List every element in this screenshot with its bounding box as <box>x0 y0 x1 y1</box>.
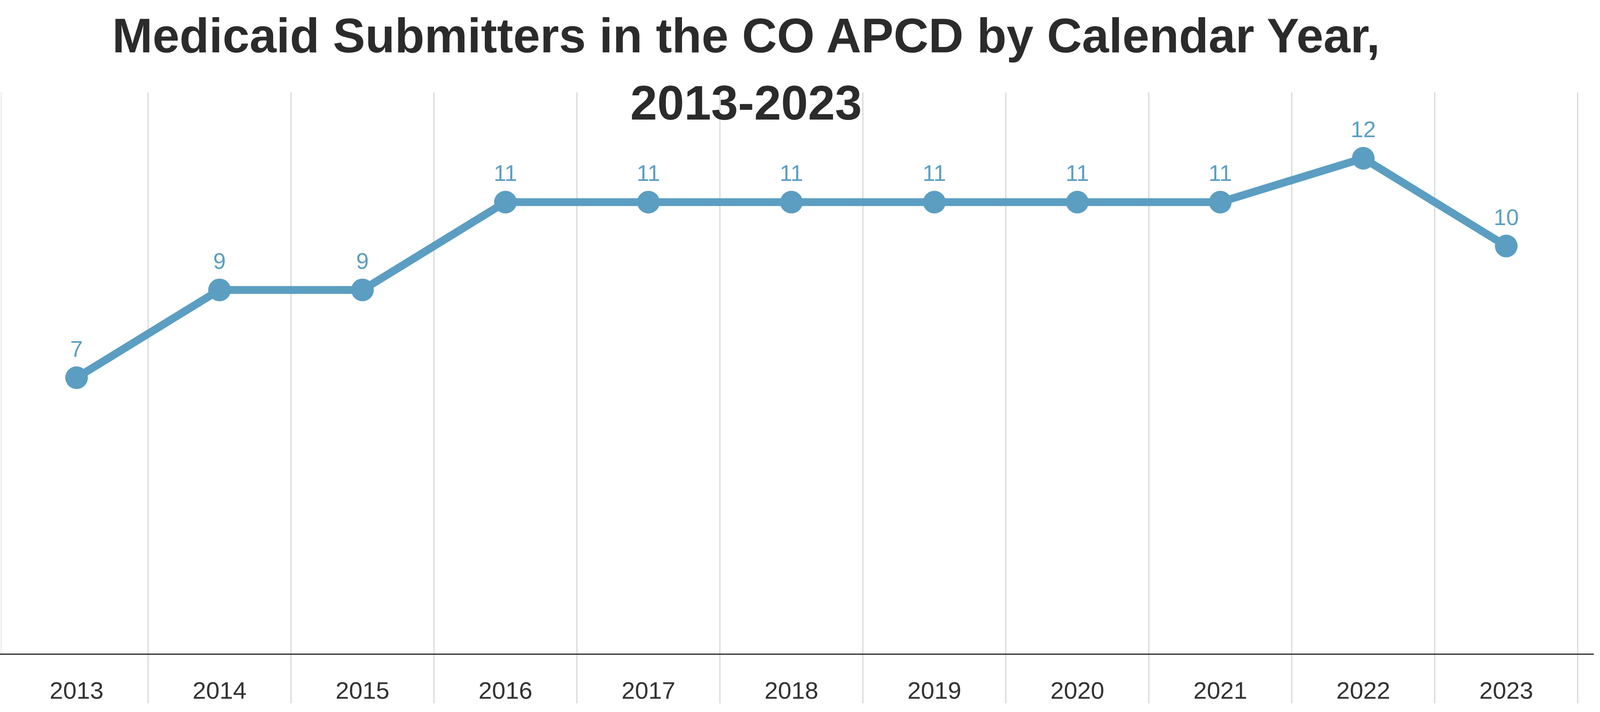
marker <box>780 190 803 214</box>
data-label: 11 <box>636 160 661 186</box>
title-line: Medicaid Submitters in the CO APCD by Ca… <box>112 8 1381 63</box>
x-tick-label: 2020 <box>1050 676 1105 704</box>
marker <box>351 278 374 302</box>
chart: 7 9 9 11 11 11 11 11 11 12 10 2013 2014 2015 2016 2017 2… <box>0 0 1600 712</box>
grid-line <box>1005 92 1007 704</box>
grid-line <box>147 92 149 704</box>
data-label: 11 <box>1065 160 1090 186</box>
data-label: 7 <box>70 335 83 362</box>
data-label: 9 <box>213 248 226 274</box>
data-label: 12 <box>1350 116 1377 142</box>
x-tick-label: 2019 <box>907 676 962 704</box>
marker <box>65 366 88 390</box>
marker <box>1494 234 1518 258</box>
marker <box>208 278 231 302</box>
grid-line <box>576 92 578 704</box>
marker <box>637 190 660 214</box>
grid-line <box>433 92 435 704</box>
marker <box>1351 146 1375 170</box>
marker <box>1066 190 1089 214</box>
x-tick-label: 2014 <box>192 676 247 704</box>
x-axis-line <box>0 653 1594 655</box>
marker <box>923 190 946 214</box>
x-tick-label: 2018 <box>764 676 819 704</box>
plot-area <box>65 146 1518 390</box>
x-tick-label: 2016 <box>478 676 533 704</box>
title-line: 2013-2023 <box>630 75 863 130</box>
marker <box>494 190 517 214</box>
grid-line <box>719 92 721 704</box>
data-label: 11 <box>493 160 518 186</box>
marker <box>1208 190 1232 214</box>
grid-line <box>290 92 292 704</box>
data-label: 11 <box>922 160 947 186</box>
grid-line <box>862 92 864 704</box>
data-label: 11 <box>779 160 804 186</box>
x-tick-label: 2023 <box>1479 676 1534 704</box>
data-label: 9 <box>356 248 369 274</box>
data-label: 11 <box>1208 160 1233 186</box>
grid-line <box>1577 92 1579 704</box>
x-tick-label: 2017 <box>621 676 676 704</box>
grid-line <box>1434 92 1436 704</box>
y-axis-line <box>0 92 2 654</box>
data-label: 10 <box>1493 204 1520 230</box>
line <box>76 158 1507 378</box>
x-tick-label: 2013 <box>49 676 104 704</box>
x-tick-label: 2021 <box>1193 676 1248 704</box>
x-tick-label: 2022 <box>1336 676 1391 704</box>
x-tick-label: 2015 <box>335 676 390 704</box>
grid-line <box>1148 92 1150 704</box>
title: Medicaid Submitters in the CO APCD by Ca… <box>112 8 1381 130</box>
